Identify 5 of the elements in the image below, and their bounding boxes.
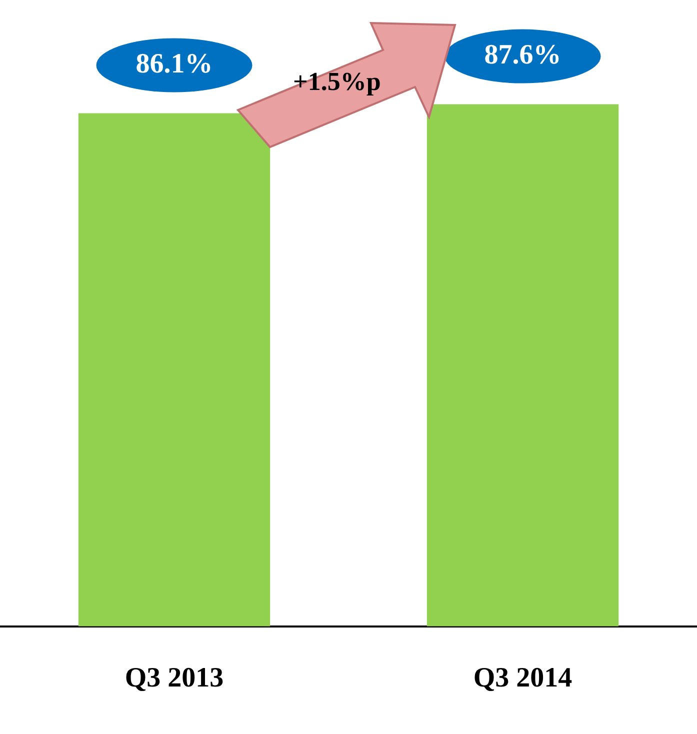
data-label: 86.1% bbox=[136, 48, 213, 80]
text: +1.5%p bbox=[293, 67, 381, 97]
data-label: 87.6% bbox=[484, 40, 562, 71]
x-tick-label: Q3 2014 bbox=[473, 662, 572, 694]
x-tick-label: Q3 2013 bbox=[124, 662, 224, 694]
